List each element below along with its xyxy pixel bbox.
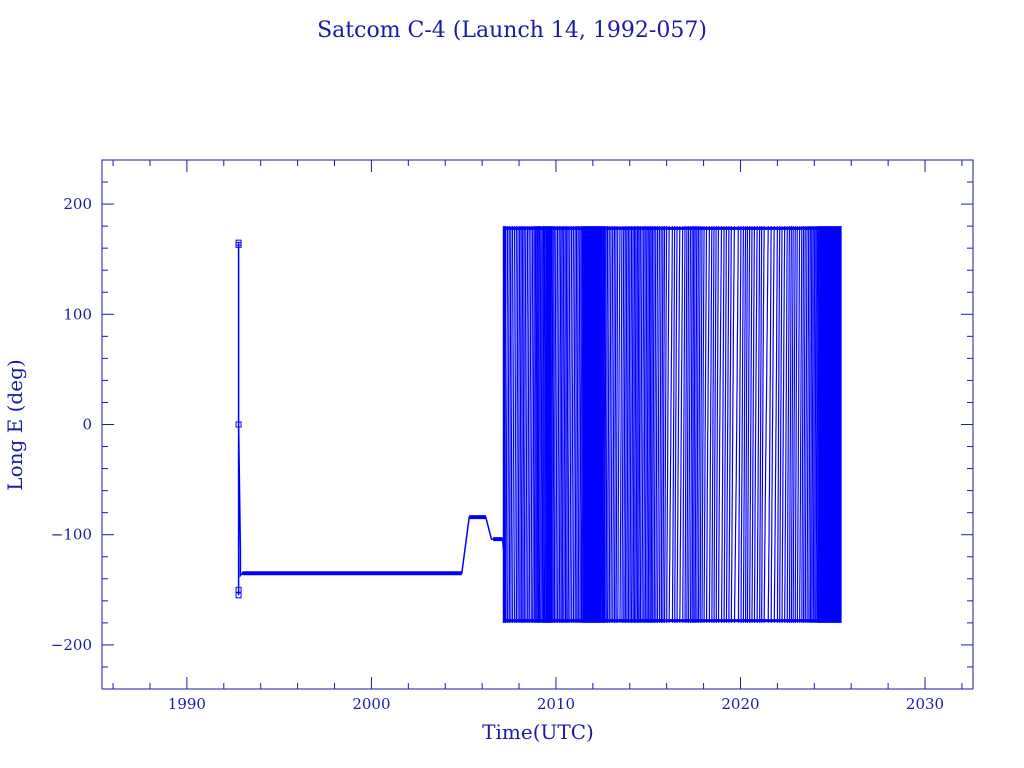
x-tick-label: 2020 — [721, 695, 759, 713]
series-marker — [235, 592, 242, 599]
series-marker — [235, 586, 242, 593]
series-drift-trace — [503, 225, 841, 623]
y-tick-label: 0 — [82, 416, 92, 434]
axis-ticks: 1990 2000 2010 2020 2030 200 100 0 −100 −200 — [51, 159, 973, 713]
y-tick-label: −200 — [51, 636, 92, 654]
x-axis-label: Time(UTC) — [482, 720, 594, 744]
series-marker — [235, 421, 242, 428]
x-tick-label: 1990 — [168, 695, 206, 713]
x-tick-label: 2030 — [906, 695, 944, 713]
series-line — [237, 242, 506, 596]
x-tick-label: 2000 — [352, 695, 390, 713]
chart-title: Satcom C-4 (Launch 14, 1992-057) — [317, 18, 707, 43]
y-tick-label: 200 — [63, 195, 92, 213]
x-tick-label: 2010 — [537, 695, 575, 713]
y-tick-label: 100 — [63, 305, 92, 323]
data-layer — [235, 225, 842, 623]
y-tick-label: −100 — [51, 526, 92, 544]
y-axis-label: Long E (deg) — [3, 359, 27, 490]
series-marker — [235, 241, 242, 248]
